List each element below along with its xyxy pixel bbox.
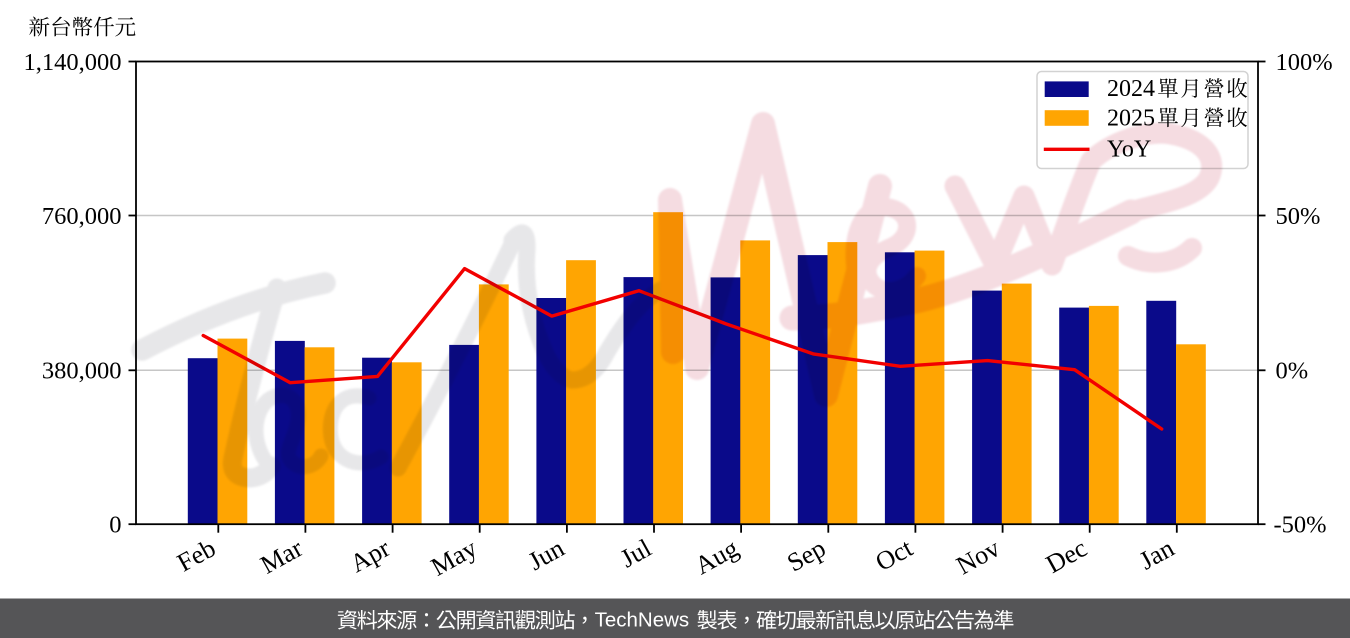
svg-text:2024: 2024 [1107, 76, 1155, 102]
svg-text:0: 0 [109, 512, 121, 539]
svg-text:100%: 100% [1276, 49, 1333, 76]
svg-text:760,000: 760,000 [42, 203, 122, 230]
svg-text:380,000: 380,000 [42, 358, 122, 385]
svg-text:-50%: -50% [1274, 512, 1327, 539]
svg-text:1,140,000: 1,140,000 [24, 49, 122, 76]
svg-text:TechNews: TechNews [595, 608, 690, 631]
svg-text:0%: 0% [1276, 358, 1309, 385]
svg-text:50%: 50% [1276, 203, 1321, 230]
